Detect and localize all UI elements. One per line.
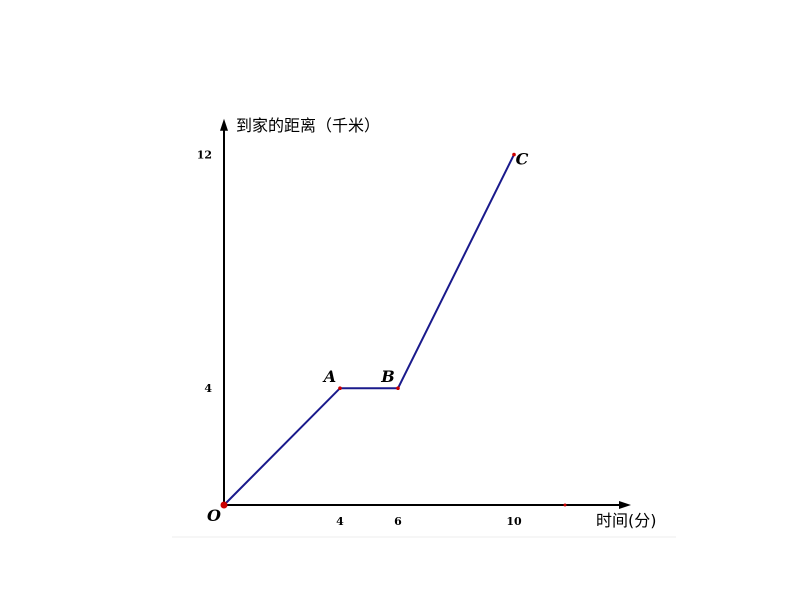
point-label: C <box>516 150 529 169</box>
point-label: B <box>380 367 395 386</box>
y-axis-title: 到家的距离（千米） <box>236 116 380 135</box>
y-tick-label: 12 <box>197 149 212 162</box>
series-line <box>223 154 515 506</box>
y-tick-label: 4 <box>204 382 212 395</box>
axis-marker <box>563 503 567 507</box>
point-label: A <box>322 367 336 386</box>
x-tick-label: 6 <box>394 515 402 528</box>
x-tick-label: 10 <box>506 515 522 528</box>
data-point <box>512 152 516 157</box>
axes <box>220 118 631 509</box>
origin-label: O <box>207 506 221 525</box>
data-point <box>396 386 400 391</box>
y-tick-labels: 4 12 <box>197 149 213 396</box>
x-axis-title: 时间(分) <box>596 511 657 530</box>
x-axis-arrow <box>619 501 631 509</box>
data-point <box>220 501 228 509</box>
x-tick-labels: 4 6 10 <box>336 515 522 528</box>
series-group: A B C <box>220 150 567 509</box>
y-axis-arrow <box>220 118 228 131</box>
x-tick-label: 4 <box>336 515 344 528</box>
data-point <box>338 386 342 391</box>
